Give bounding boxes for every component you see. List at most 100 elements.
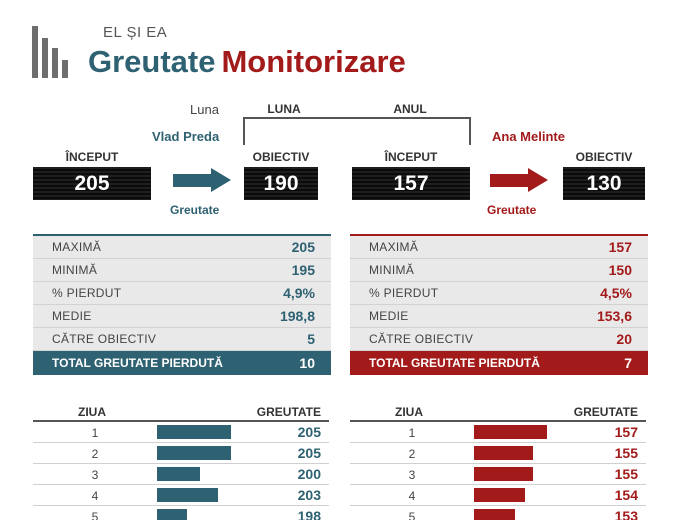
stat-row-percent-lost: % PIERDUT 4,5% — [350, 282, 648, 305]
total-lost-row: TOTAL GREUTATE PIERDUTĂ 10 — [33, 351, 331, 375]
table-row[interactable]: 1 157 — [350, 422, 646, 443]
weight-cell: 155 — [614, 445, 638, 461]
right-stats-panel: MAXIMĂ 157 MINIMĂ 150 % PIERDUT 4,5% MEDIE 1… — [350, 234, 648, 375]
stat-label: MAXIMĂ — [52, 240, 102, 254]
day-cell: 2 — [91, 447, 99, 461]
weight-bar — [474, 467, 533, 481]
stat-label: % PIERDUT — [52, 286, 122, 300]
weight-bar — [157, 446, 231, 460]
weight-cell: 157 — [614, 424, 638, 440]
table-row[interactable]: 4 154 — [350, 485, 646, 506]
stat-value: 153,6 — [596, 308, 632, 324]
weight-bar — [157, 488, 218, 502]
table-row[interactable]: 2 155 — [350, 443, 646, 464]
day-cell: 3 — [91, 468, 99, 482]
stat-row-percent-lost: % PIERDUT 4,9% — [33, 282, 331, 305]
right-start-value[interactable]: 157 — [352, 167, 470, 200]
weight-cell: 205 — [297, 424, 321, 440]
left-start-value[interactable]: 205 — [33, 167, 151, 200]
stat-label: MINIMĂ — [369, 263, 415, 277]
stat-label: MINIMĂ — [52, 263, 98, 277]
total-lost-label: TOTAL GREUTATE PIERDUTĂ — [369, 356, 540, 370]
weight-cell: 205 — [297, 445, 321, 461]
stat-label: % PIERDUT — [369, 286, 439, 300]
column-header-weight: GREUTATE — [573, 405, 638, 419]
table-header: ZIUA GREUTATE — [33, 404, 329, 422]
page-title: Greutate Monitorizare — [88, 44, 406, 80]
day-cell: 4 — [408, 489, 416, 503]
stat-row-to-goal: CĂTRE OBIECTIV 5 — [33, 328, 331, 351]
stat-label: MAXIMĂ — [369, 240, 419, 254]
table-row[interactable]: 2 205 — [33, 443, 329, 464]
table-row[interactable]: 1 205 — [33, 422, 329, 443]
period-bracket-divider — [243, 117, 471, 145]
person-name-left: Vlad Preda — [152, 129, 220, 144]
right-start-label: ÎNCEPUT — [384, 150, 438, 164]
period-month-option[interactable]: LUNA — [267, 102, 301, 116]
bar-chart-logo-icon — [32, 22, 72, 78]
day-cell: 5 — [91, 510, 99, 520]
day-cell: 1 — [408, 426, 416, 440]
table-row[interactable]: 5 153 — [350, 506, 646, 520]
table-row[interactable]: 3 155 — [350, 464, 646, 485]
title-part-greutate: Greutate — [88, 44, 216, 79]
right-arrow-icon — [490, 168, 548, 192]
left-daily-rows: 1 205 2 205 3 200 4 203 5 198 — [33, 422, 329, 520]
total-lost-value: 7 — [624, 355, 632, 371]
stat-row-to-goal: CĂTRE OBIECTIV 20 — [350, 328, 648, 351]
stat-row-max: MAXIMĂ 157 — [350, 236, 648, 259]
day-cell: 3 — [408, 468, 416, 482]
title-part-monitorizare: Monitorizare — [221, 44, 406, 79]
left-arrow-caption: Greutate — [170, 203, 220, 217]
right-daily-table: ZIUA GREUTATE 1 157 2 155 3 155 4 154 5 153 — [350, 404, 646, 520]
weight-cell: 153 — [614, 508, 638, 520]
stat-value: 5 — [307, 331, 315, 347]
weight-bar — [474, 425, 547, 439]
stat-row-min: MINIMĂ 195 — [33, 259, 331, 282]
left-goal-value[interactable]: 190 — [244, 167, 318, 200]
total-lost-row: TOTAL GREUTATE PIERDUTĂ 7 — [350, 351, 648, 375]
table-header: ZIUA GREUTATE — [350, 404, 646, 422]
weight-cell: 155 — [614, 466, 638, 482]
person-name-right: Ana Melinte — [492, 129, 565, 144]
weight-cell: 203 — [297, 487, 321, 503]
stat-row-average: MEDIE 153,6 — [350, 305, 648, 328]
stat-label: MEDIE — [52, 309, 92, 323]
stat-value: 4,5% — [600, 285, 632, 301]
weight-cell: 154 — [614, 487, 638, 503]
table-row[interactable]: 4 203 — [33, 485, 329, 506]
left-stats-panel: MAXIMĂ 205 MINIMĂ 195 % PIERDUT 4,9% MEDIE 1… — [33, 234, 331, 375]
left-start-label: ÎNCEPUT — [65, 150, 119, 164]
left-goal-label: OBIECTIV — [252, 150, 310, 164]
stat-value: 198,8 — [279, 308, 315, 324]
right-daily-rows: 1 157 2 155 3 155 4 154 5 153 — [350, 422, 646, 520]
day-cell: 1 — [91, 426, 99, 440]
weight-cell: 198 — [297, 508, 321, 520]
stat-value: 150 — [608, 262, 632, 278]
period-label: Luna — [190, 102, 219, 117]
stat-label: CĂTRE OBIECTIV — [369, 332, 474, 346]
page-subtitle: EL ȘI EA — [103, 24, 168, 41]
stat-value: 195 — [291, 262, 315, 278]
stat-value: 157 — [608, 239, 632, 255]
column-header-day: ZIUA — [395, 405, 423, 419]
stat-row-max: MAXIMĂ 205 — [33, 236, 331, 259]
right-goal-value[interactable]: 130 — [563, 167, 645, 200]
stat-label: MEDIE — [369, 309, 409, 323]
day-cell: 4 — [91, 489, 99, 503]
table-row[interactable]: 3 200 — [33, 464, 329, 485]
stat-value: 205 — [291, 239, 315, 255]
period-year-option[interactable]: ANUL — [393, 102, 427, 116]
stat-row-min: MINIMĂ 150 — [350, 259, 648, 282]
stat-row-average: MEDIE 198,8 — [33, 305, 331, 328]
weight-bar — [474, 509, 515, 520]
stat-label: CĂTRE OBIECTIV — [52, 332, 157, 346]
stat-value: 4,9% — [283, 285, 315, 301]
right-goal-label: OBIECTIV — [575, 150, 633, 164]
weight-bar — [157, 509, 187, 520]
day-cell: 5 — [408, 510, 416, 520]
left-arrow-icon — [173, 168, 231, 192]
weight-bar — [157, 425, 231, 439]
total-lost-label: TOTAL GREUTATE PIERDUTĂ — [52, 356, 223, 370]
table-row[interactable]: 5 198 — [33, 506, 329, 520]
